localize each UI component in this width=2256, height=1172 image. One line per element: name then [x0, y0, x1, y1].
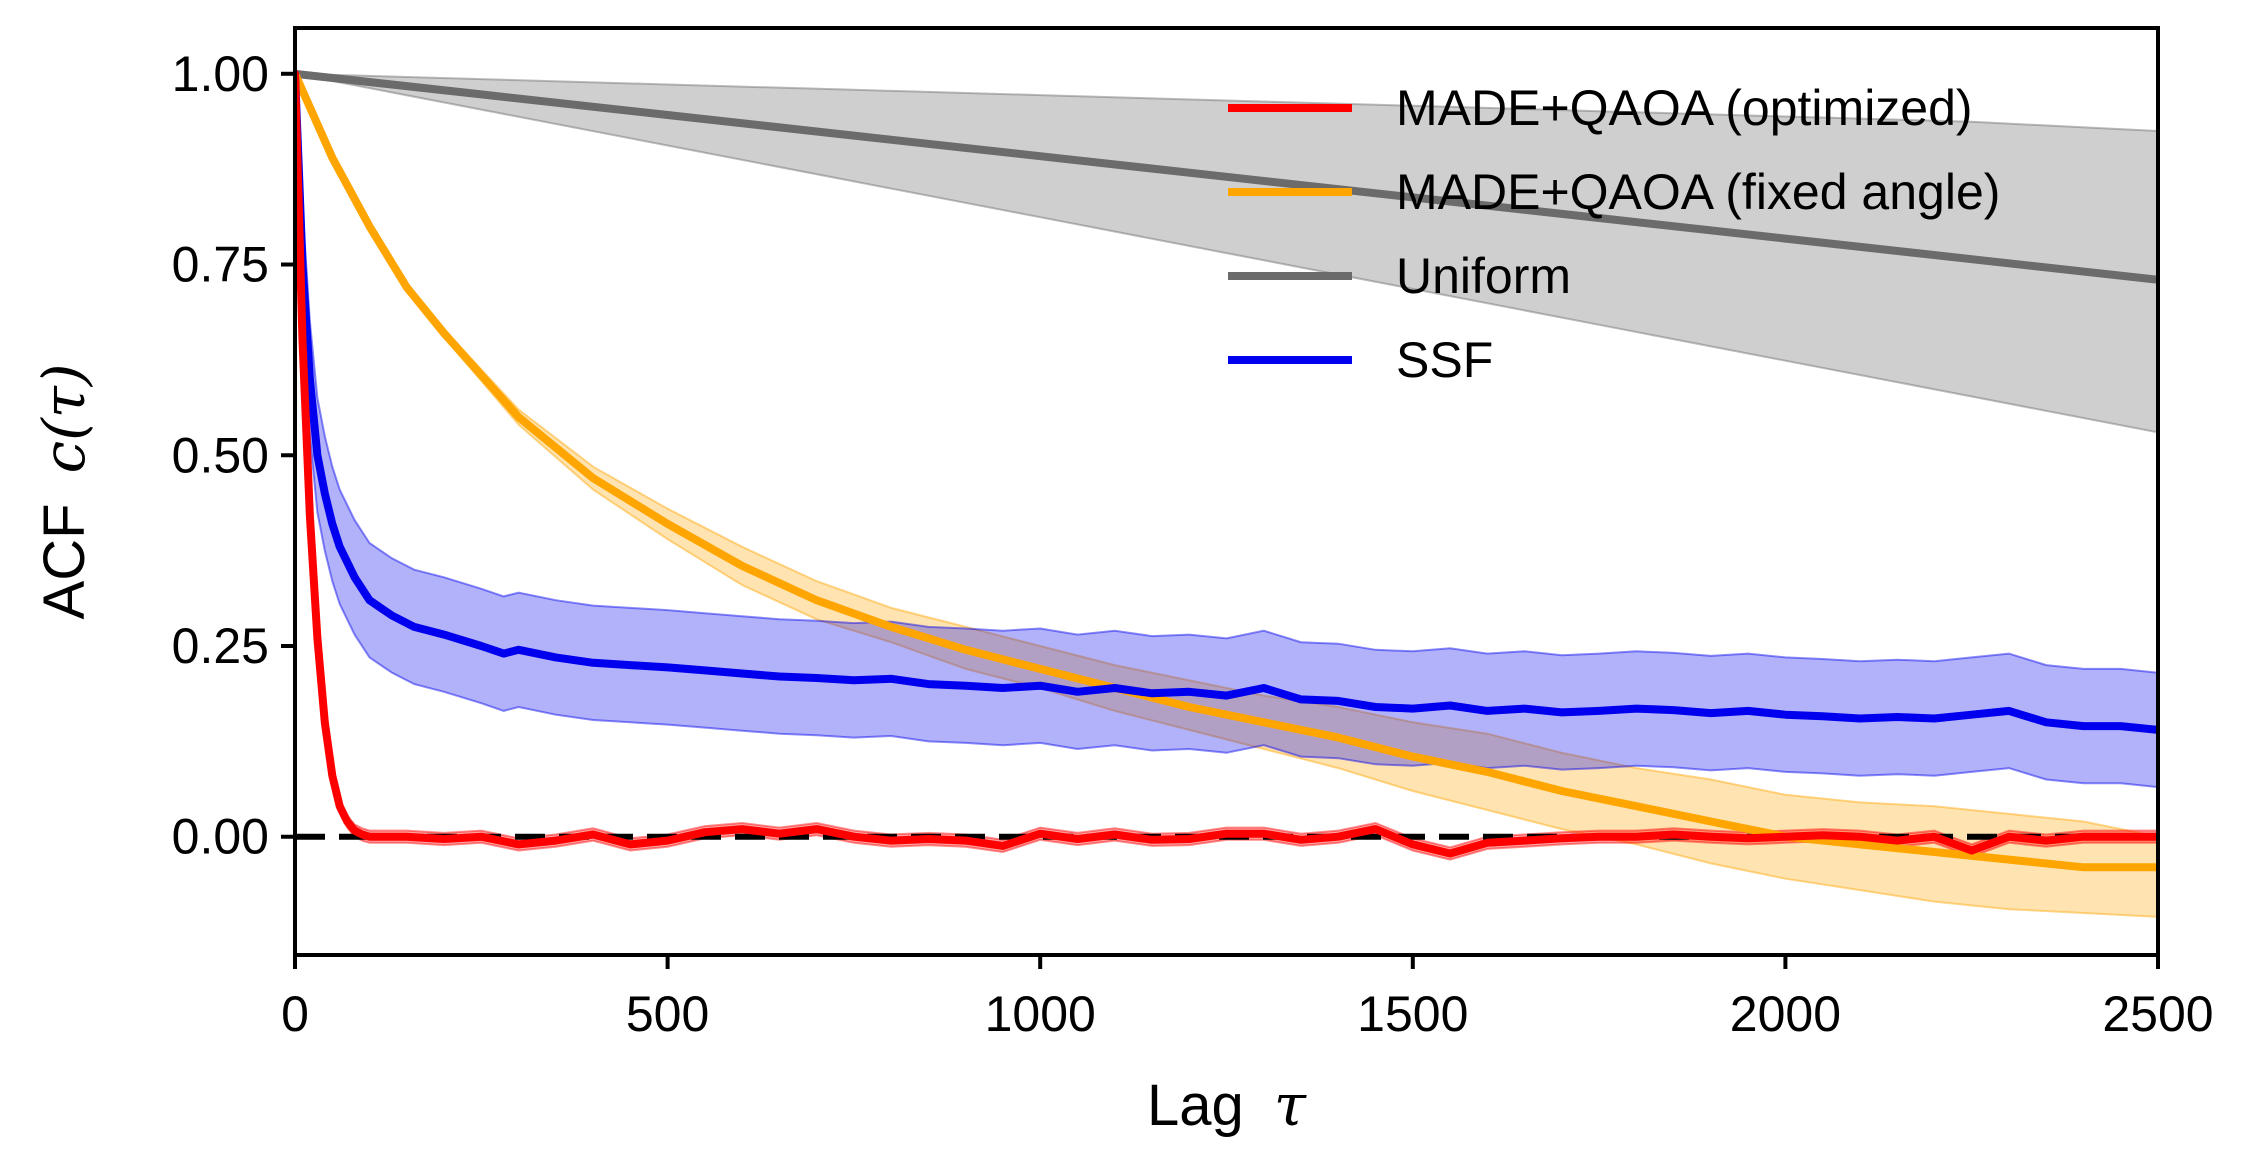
x-axis-label: Lag τ: [1147, 1071, 1307, 1139]
line-series-0: [295, 69, 2158, 858]
band-series-0: [295, 73, 2158, 861]
x-tick-label: 500: [626, 986, 709, 1042]
band-series-2: [295, 72, 2158, 434]
x-axis-ticks: 0 500 1000 1500 2000 2500: [281, 955, 2214, 1042]
x-tick-label: 0: [281, 986, 309, 1042]
x-tick-label: 1500: [1357, 986, 1468, 1042]
y-axis-label-symbol: c(τ): [30, 364, 98, 474]
x-tick-label: 2000: [1730, 986, 1841, 1042]
y-tick-label: 0.75: [172, 237, 269, 293]
series-lines: [295, 69, 2158, 872]
y-axis-label-main: ACF: [32, 503, 97, 619]
legend-label-3: SSF: [1396, 332, 1493, 388]
legend-label-0: MADE+QAOA (optimized): [1396, 80, 1973, 136]
legend: MADE+QAOA (optimized) MADE+QAOA (fixed an…: [1228, 80, 2000, 388]
y-tick-label: 0.50: [172, 427, 269, 483]
band-series-1: [295, 73, 2158, 918]
line-series-3: [295, 69, 2158, 734]
line-series-1: [295, 69, 2158, 872]
x-tick-label: 1000: [985, 986, 1096, 1042]
line-series-2: [295, 69, 2158, 284]
y-axis-label: ACF c(τ): [30, 364, 98, 620]
plot-frame: [293, 26, 2160, 957]
y-axis-ticks: 0.00 0.25 0.50 0.75 1.00: [172, 46, 295, 865]
y-tick-label: 0.25: [172, 618, 269, 674]
x-axis-label-symbol: τ: [1274, 1071, 1307, 1139]
y-tick-label: 1.00: [172, 46, 269, 102]
legend-label-2: Uniform: [1396, 248, 1571, 304]
y-tick-label: 0.00: [172, 809, 269, 865]
x-tick-label: 2500: [2102, 986, 2213, 1042]
legend-label-1: MADE+QAOA (fixed angle): [1396, 164, 2000, 220]
x-axis-label-main: Lag: [1147, 1073, 1244, 1138]
